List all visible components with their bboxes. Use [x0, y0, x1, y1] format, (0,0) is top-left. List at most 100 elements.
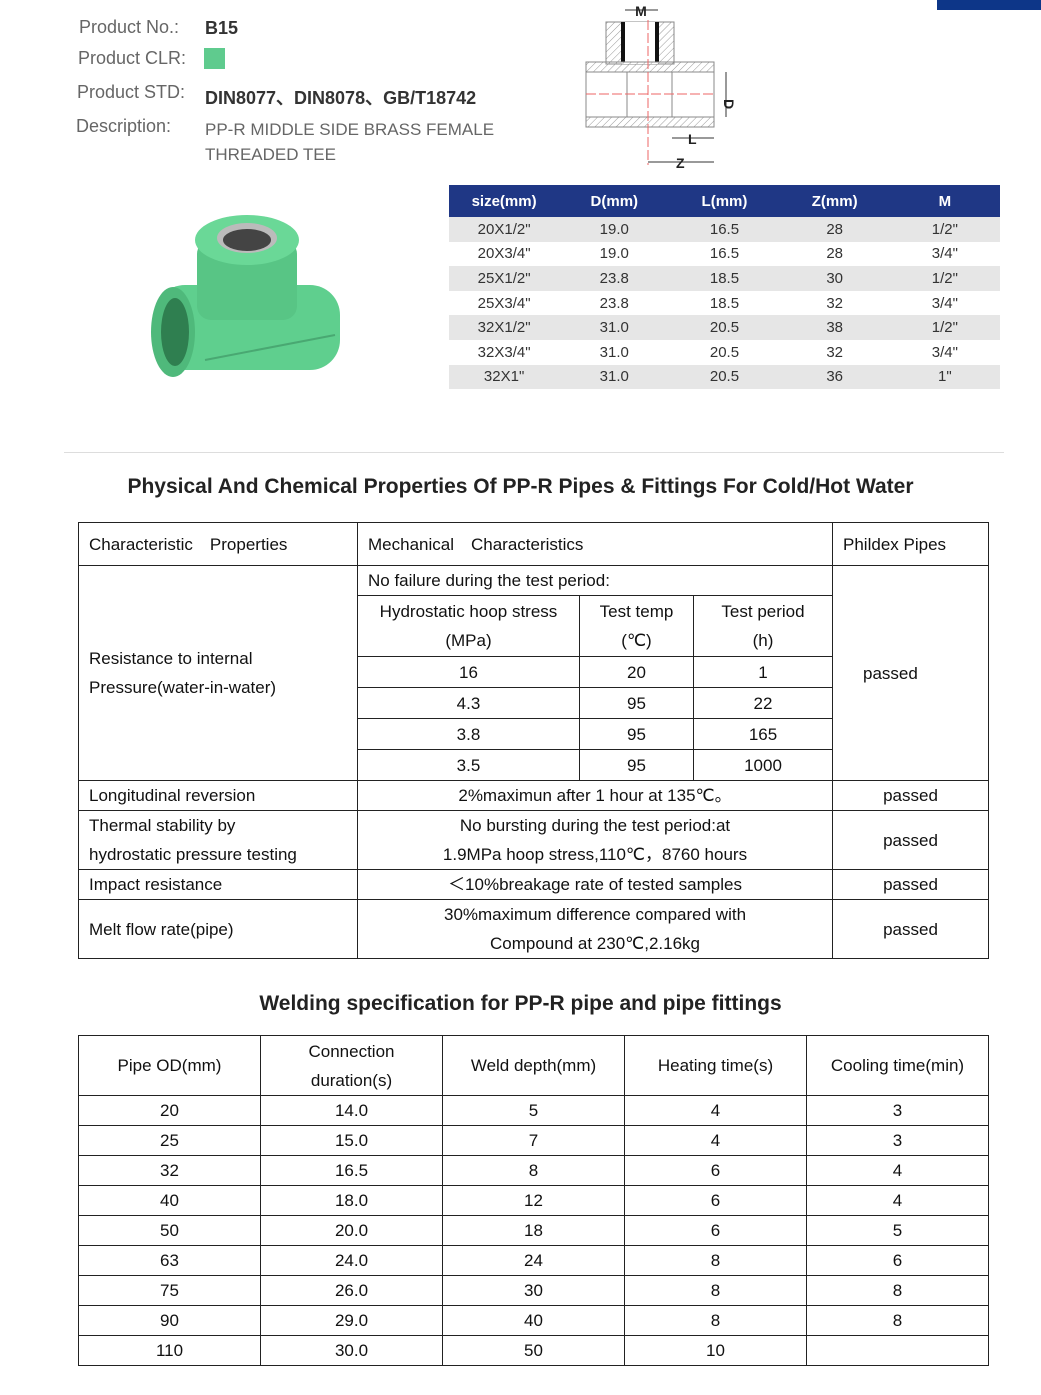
weld-cell: 6: [624, 1215, 807, 1246]
tee-dimension-diagram: M D L Z: [585, 3, 737, 171]
lower-section: Physical And Chemical Properties Of PP-R…: [0, 472, 1041, 1366]
spec-cell: 32X1": [449, 364, 560, 390]
weld-cell: 30: [442, 1275, 625, 1306]
spec-cell: 18.5: [709, 294, 740, 312]
property-label: Thermal stability by hydrostatic pressure…: [78, 810, 358, 870]
weld-cell: 3: [806, 1095, 989, 1126]
spec-cell: 19.0: [599, 245, 629, 263]
table-row: 25X3/4" 23.8 18.5 32 3/4": [449, 291, 1000, 316]
table-row: 25X1/2" 23.8 18.5 30 1/2": [449, 266, 1000, 291]
weld-cell: 90: [78, 1305, 261, 1336]
weld-cell: 20.0: [260, 1215, 443, 1246]
welding-spec-table: Pipe OD(mm) Connection duration(s) Weld dep…: [78, 1035, 989, 1366]
table-row: 63 24.0 24 8 6: [78, 1245, 989, 1276]
weld-header: Connection duration(s): [260, 1035, 443, 1096]
weld-cell: 10: [624, 1335, 807, 1366]
header-characteristic: Characteristic Properties: [78, 522, 358, 566]
spec-header: L(mm): [669, 185, 780, 217]
weld-cell: 3: [806, 1125, 989, 1156]
label-line: hydrostatic pressure testing: [89, 845, 297, 864]
spec-header: M: [889, 185, 1000, 217]
table-row: Impact resistance ＜10%breakage rate of te…: [78, 869, 990, 900]
pressure-cell: 3.8: [357, 718, 580, 750]
spec-cell: 16.5: [669, 217, 780, 242]
header-line: Pipe OD(mm): [117, 1056, 222, 1075]
size-spec-table: size(mm) D(mm) L(mm) Z(mm) M 20X1/2" 19.0 16.5 2…: [449, 185, 1000, 390]
spec-cell: 1/2": [889, 266, 1000, 291]
pressure-cell: 95: [579, 749, 694, 781]
product-std-label: Product STD:: [77, 82, 186, 102]
description-line: PP-R MIDDLE SIDE BRASS FEMALE: [205, 120, 495, 139]
property-text: 2%maximun after 1 hour at 135℃。: [356, 780, 834, 811]
weld-cell: 7: [442, 1125, 625, 1156]
spec-header: size(mm): [449, 185, 560, 217]
spec-cell: 32X1/2": [449, 315, 560, 340]
pressure-cell: 22: [692, 687, 834, 719]
weld-cell: 16.5: [260, 1155, 443, 1186]
product-no: B15: [205, 18, 239, 38]
physical-properties-title: Physical And Chemical Properties Of PP-R…: [127, 475, 914, 498]
spec-cell: 25X1/2": [449, 266, 560, 291]
table-row: 40 18.0 12 6 4: [78, 1185, 989, 1216]
pressure-cell: 165: [692, 718, 834, 750]
weld-cell: 4: [806, 1185, 989, 1216]
spec-cell: 28: [779, 217, 890, 242]
top-accent-bar: [937, 0, 1041, 10]
weld-cell: 14.0: [260, 1095, 443, 1126]
weld-cell: 29.0: [260, 1305, 443, 1336]
weld-cell: 25: [78, 1125, 261, 1156]
pressure-cell: 3.5: [357, 749, 580, 781]
spec-cell: 23.8: [599, 294, 629, 312]
text-line: No bursting during the test period:at: [459, 816, 731, 835]
weld-cell: 8: [442, 1155, 625, 1186]
property-label: Impact resistance: [78, 869, 358, 900]
dim-z-label: Z: [676, 155, 685, 171]
weld-cell: 4: [624, 1095, 807, 1126]
spec-cell: 28: [826, 245, 843, 263]
weld-cell: 24: [442, 1245, 625, 1276]
spec-cell: 1/2": [889, 217, 1000, 242]
spec-cell: 19.0: [559, 217, 670, 242]
table-row: 75 26.0 30 8 8: [78, 1275, 989, 1306]
text-line: 1.9MPa hoop stress,110℃，8760 hours: [442, 845, 748, 864]
table-row: 32X1" 31.0 20.5 36 1": [449, 364, 1000, 390]
table-row: Longitudinal reversion 2%maximun after 1 …: [78, 780, 990, 811]
sub-line: Test temp: [599, 602, 674, 621]
weld-cell: 20: [78, 1095, 261, 1126]
dim-m-label: M: [635, 3, 647, 19]
header-line: Weld depth(mm): [470, 1056, 597, 1075]
sub-line: (MPa): [445, 631, 492, 650]
table-row: 110 30.0 50 10: [78, 1335, 989, 1366]
no-failure-text: No failure during the test period:: [356, 565, 834, 596]
header-line: duration(s): [310, 1070, 393, 1090]
sub-line: Hydrostatic hoop stress: [379, 602, 558, 621]
header-mechanical: Mechanical Characteristics: [356, 522, 834, 566]
table-row: 4.3 95 22: [79, 687, 989, 719]
weld-cell: 50: [442, 1335, 625, 1366]
sub-line: (℃): [621, 631, 652, 650]
label-line: Pressure(water-in-water): [89, 678, 277, 697]
table-row: 20 14.0 5 4 3: [78, 1095, 989, 1126]
weld-cell: 5: [806, 1215, 989, 1246]
spec-cell: 38: [779, 315, 890, 340]
result-cell: passed: [832, 565, 990, 781]
description-label: Description:: [76, 116, 172, 136]
property-label: Melt flow rate(pipe): [78, 899, 358, 959]
sub-test-period: Test period (h): [692, 595, 834, 657]
weld-cell: 110: [78, 1335, 261, 1366]
spec-header: Z(mm): [779, 185, 890, 217]
pressure-cell: 1000: [692, 749, 834, 781]
table-row: 20X1/2" 19.0 16.5 28 1/2": [449, 217, 1000, 242]
spec-cell: 32: [826, 343, 843, 361]
weld-cell: 5: [442, 1095, 625, 1126]
weld-cell: 6: [624, 1155, 807, 1186]
pressure-cell: 4.3: [357, 687, 580, 719]
weld-cell: 8: [806, 1305, 989, 1336]
text-line: ＜10%breakage rate of tested samples: [448, 875, 742, 894]
table-row: 3.8 95 165: [79, 718, 989, 750]
welding-spec-title: Welding specification for PP-R pipe and …: [259, 992, 782, 1015]
spec-cell: 30: [779, 266, 890, 291]
table-row: 32 16.5 8 6 4: [78, 1155, 989, 1186]
header-line: Cooling time(min): [830, 1056, 965, 1075]
spec-cell: 31.0: [599, 343, 629, 361]
